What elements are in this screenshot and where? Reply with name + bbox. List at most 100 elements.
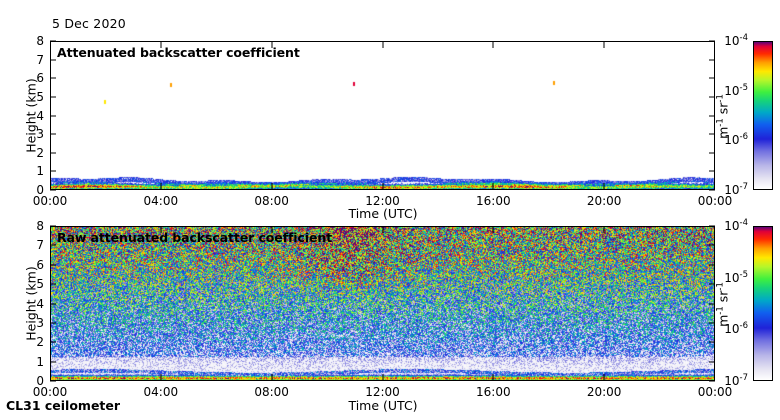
colorbar-gradient-attenuated [754,42,772,189]
ytick-0-2: 2 [36,145,44,160]
xtickmark-0-4-top [492,41,494,48]
ytickmark-1-5-right [709,283,715,285]
date-label: 5 Dec 2020 [52,16,126,31]
xtickmark-0-2-top [271,41,273,48]
xtick-0-6: 00:00 [697,194,733,208]
xtickmark-0-5-bottom [603,183,605,190]
ytickmark-0-4-right [709,115,715,116]
heatmap-canvas-attenuated [51,42,714,189]
xtickmark-1-3-bottom [382,374,383,381]
ytick-1-1: 1 [36,354,44,369]
xtickmark-0-3-bottom [382,183,383,190]
ytickmark-1-7-left [50,244,56,246]
ytickmark-1-5-left [50,283,56,285]
xtickmark-0-1-bottom [160,183,162,190]
ytickmark-1-2-right [709,341,715,343]
xtickmark-1-4-top [492,226,494,233]
heatmap-canvas-raw [51,227,714,380]
colorbar-raw[interactable] [753,226,773,381]
xtick-1-0: 00:00 [32,385,68,399]
ytickmark-0-7-left [50,59,56,61]
ytickmark-0-7-right [709,59,715,61]
ytick-1-8: 8 [36,219,44,233]
ytickmark-0-8-right [709,40,715,42]
ytickmark-0-3-right [709,133,715,135]
ytickmark-0-5-right [709,96,715,98]
colorbar-tick-1-1e-5: 10-5 [724,269,748,285]
ylabel-attenuated: Height (km) [23,78,39,153]
ytickmark-0-8-left [50,40,56,42]
xtick-0-3: 12:00 [365,194,400,208]
ytickmark-0-6-left [50,77,56,79]
colorbar-tick-0-1e-5: 10-5 [724,82,748,98]
colorbar-unit-attenuated: m-1 sr-1 [715,72,731,162]
xtick-0-4: 16:00 [476,194,511,208]
ytick-1-3: 3 [36,315,44,330]
colorbar-tick-1-1e-4: 10-4 [724,218,748,233]
ytick-0-5: 5 [36,89,44,104]
ytickmark-0-3-left [50,133,56,135]
ytickmark-0-1-right [709,170,715,172]
panel-title-attenuated: Attenuated backscatter coefficient [57,45,300,60]
colorbar-tick-0-1e-4: 10-4 [724,33,748,48]
ytickmark-1-6-right [709,264,715,266]
ytick-1-2: 2 [36,335,44,350]
ytickmark-1-8-left [50,225,56,227]
ytickmark-1-4-left [50,303,56,304]
xtickmark-1-5-top [603,226,605,233]
ylabel-raw: Height (km) [23,266,39,341]
ytickmark-1-6-left [50,264,56,266]
colorbar-unit-text-attenuated: m-1 sr-1 [715,94,731,139]
colorbar-tick-0-1e-6: 10-6 [724,132,748,148]
ytickmark-1-0-left [50,380,56,382]
ytick-1-0: 0 [36,374,44,388]
ytickmark-0-1-left [50,170,56,172]
xlabel-raw: Time (UTC) [348,398,418,413]
xtickmark-0-2-bottom [271,183,273,190]
xtickmark-1-1-top [160,226,162,233]
ytick-1-5: 5 [36,277,44,292]
ytick-1-6: 6 [36,257,44,272]
ytickmark-1-2-left [50,341,56,343]
ytick-0-0: 0 [36,183,44,197]
ytickmark-1-8-right [709,225,715,227]
ytick-0-1: 1 [36,164,44,179]
panel-raw-attenuated-backscatter[interactable]: Raw attenuated backscatter coefficient [50,226,715,381]
ytick-0-4: 4 [36,108,44,123]
ytickmark-0-5-left [50,96,56,98]
xtick-1-5: 20:00 [586,385,622,399]
ytick-0-7: 7 [36,52,44,67]
ytick-0-3: 3 [36,127,44,142]
ytickmark-1-4-right [709,303,715,304]
ytickmark-0-4-left [50,115,56,116]
xlabel-attenuated: Time (UTC) [348,206,418,221]
xtickmark-1-2-bottom [271,374,273,381]
xtick-0-1: 04:00 [143,194,179,208]
ytickmark-1-1-right [709,361,715,363]
ytickmark-1-7-right [709,244,715,246]
xtick-1-2: 08:00 [254,385,289,399]
colorbar-attenuated[interactable] [753,41,773,190]
instrument-label: CL31 ceilometer [6,398,121,413]
ytick-1-4: 4 [36,296,44,311]
ytickmark-0-0-left [50,189,56,191]
ytickmark-0-2-right [709,152,715,154]
ytickmark-0-6-right [709,77,715,79]
xtickmark-0-1-top [160,41,162,48]
panel-attenuated-backscatter[interactable]: Attenuated backscatter coefficient [50,41,715,190]
colorbar-tick-0-1e-7: 10-7 [724,182,748,197]
ytick-0-6: 6 [36,71,44,86]
xtick-0-0: 00:00 [32,194,68,208]
xtickmark-1-1-bottom [160,374,162,381]
ytickmark-1-3-right [709,322,715,324]
xtickmark-0-4-bottom [492,183,494,190]
xtick-1-6: 00:00 [697,385,733,399]
colorbar-tick-1-1e-7: 10-7 [724,373,748,388]
xtick-1-4: 16:00 [476,385,511,399]
colorbar-unit-raw: m-1 sr-1 [715,260,731,350]
xtickmark-1-4-bottom [492,374,494,381]
colorbar-tick-1-1e-6: 10-6 [724,321,748,337]
colorbar-unit-text-raw: m-1 sr-1 [715,282,731,327]
ytickmark-1-1-left [50,361,56,363]
